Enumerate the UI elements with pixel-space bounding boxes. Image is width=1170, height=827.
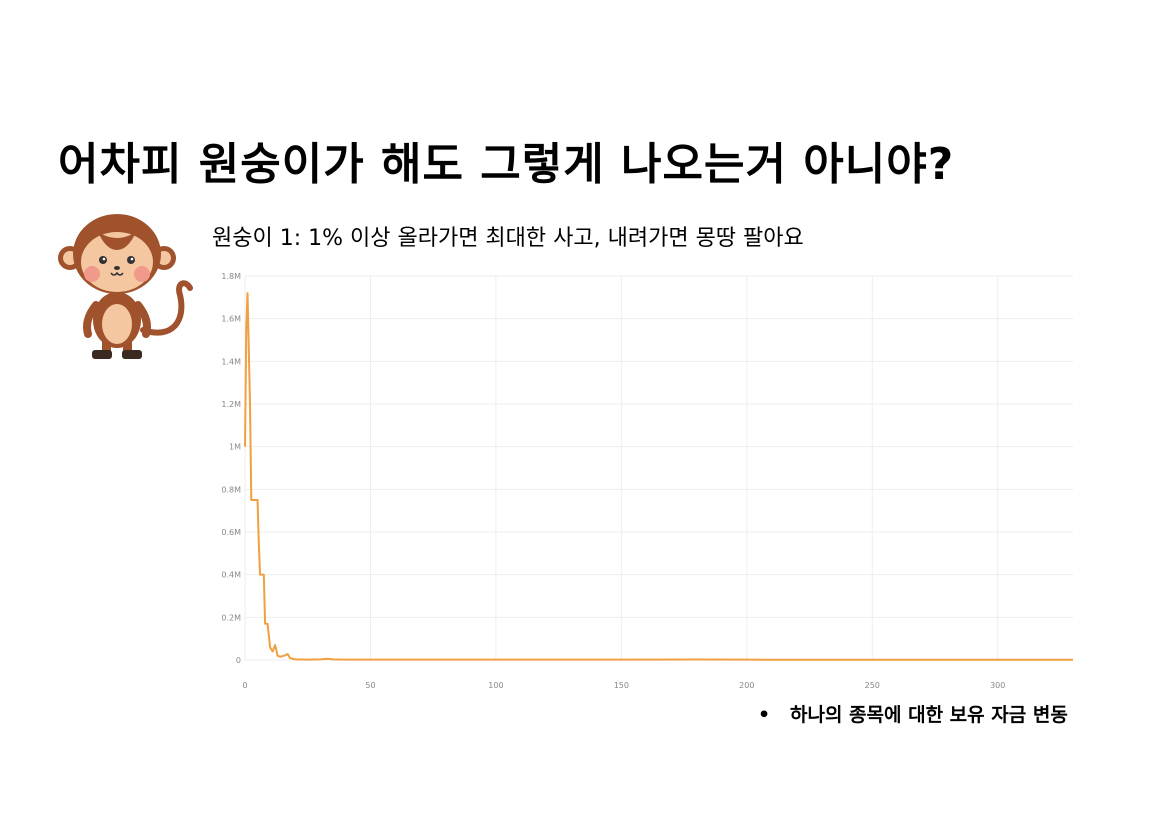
x-tick-label: 300 [990,681,1005,690]
y-tick-label: 1.2M [221,400,241,409]
y-tick-label: 1M [229,443,241,452]
y-tick-label: 0 [236,656,241,665]
y-tick-label: 0.6M [221,528,241,537]
monkey-illustration [58,214,193,359]
x-tick-label: 250 [865,681,880,690]
bullet-note: • 하나의 종목에 대한 보유 자금 변동 [758,700,1068,727]
series-line [244,292,1073,661]
x-tick-label: 150 [614,681,629,690]
y-tick-label: 0.8M [221,485,241,494]
grid [244,275,1073,661]
bullet-symbol: • [758,704,771,726]
y-tick-label: 0.2M [221,613,241,622]
slide-title: 어차피 원숭이가 해도 그렇게 나오는거 아니야? [58,139,955,190]
x-axis-ticks: 0 50 100 150 200 250 300 [242,681,1005,690]
line-chart: 0 0.2M 0.4M 0.6M 0.8M 1M 1.2M 1.4M 1.6M 1.8M 0 50 1… [221,272,1073,690]
bullet-text: 하나의 종목에 대한 보유 자금 변동 [790,704,1068,726]
y-axis-ticks: 0 0.2M 0.4M 0.6M 0.8M 1M 1.2M 1.4M 1.6M 1.8M [221,272,241,665]
x-tick-label: 100 [488,681,503,690]
y-tick-label: 0.4M [221,571,241,580]
x-tick-label: 50 [365,681,375,690]
y-tick-label: 1.8M [221,272,241,281]
x-tick-label: 0 [242,681,247,690]
x-tick-label: 200 [739,681,754,690]
y-tick-label: 1.4M [221,357,241,366]
slide-subtitle: 원숭이 1: 1% 이상 올라가면 최대한 사고, 내려가면 몽땅 팔아요 [212,226,804,251]
y-tick-label: 1.6M [221,315,241,324]
